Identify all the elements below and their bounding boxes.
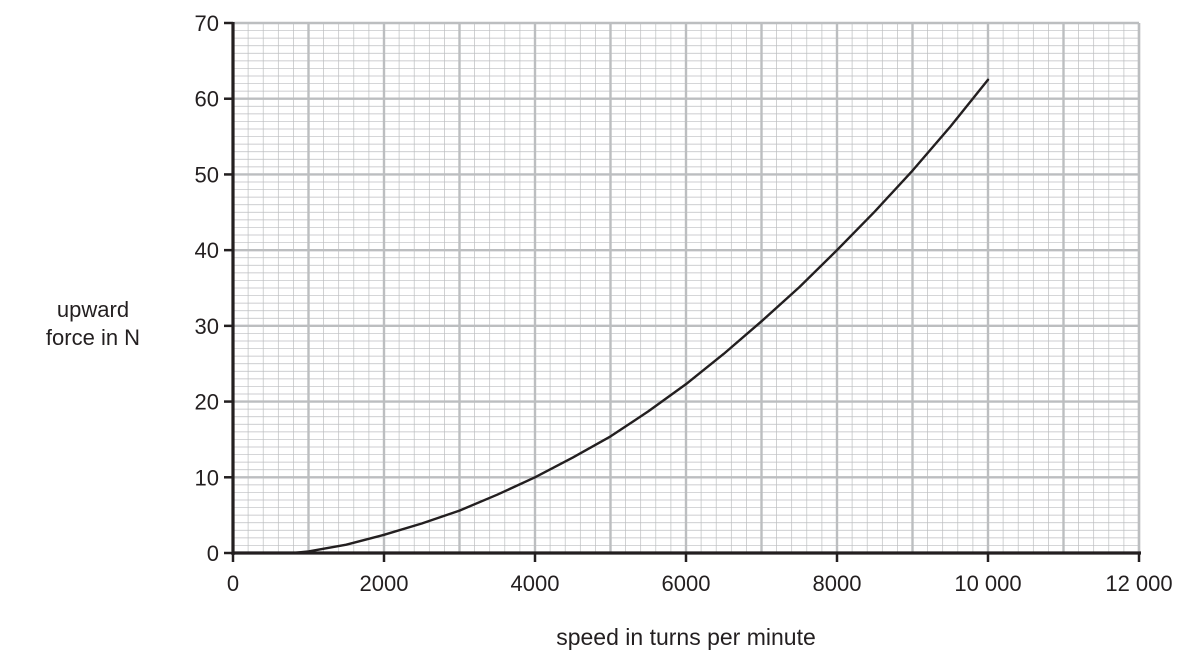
x-tick-label: 8000 xyxy=(813,571,862,596)
x-tick-label: 10 000 xyxy=(954,571,1021,596)
series-line-0 xyxy=(231,78,990,555)
series-layer xyxy=(231,78,990,555)
x-tick-label: 2000 xyxy=(360,571,409,596)
y-tick-label: 50 xyxy=(195,162,219,187)
tick-labels: 0 10 20 30 40 50 60 70 0 2000 4000 6000 8000 10 000 12… xyxy=(195,11,1173,596)
y-tick-label: 70 xyxy=(195,11,219,36)
y-tick-label: 40 xyxy=(195,238,219,263)
y-axis-label: upward force in N xyxy=(0,296,186,352)
y-tick-label: 60 xyxy=(195,87,219,112)
x-tick-label: 0 xyxy=(227,571,239,596)
y-tick-label: 30 xyxy=(195,314,219,339)
y-tick-label: 20 xyxy=(195,390,219,415)
x-tick-label: 6000 xyxy=(662,571,711,596)
x-tick-label: 4000 xyxy=(511,571,560,596)
y-axis-label-line-2: force in N xyxy=(45,325,141,350)
x-tick-label: 12 000 xyxy=(1105,571,1172,596)
y-axis-label-line-1: upward xyxy=(56,297,130,322)
axes xyxy=(224,21,1141,562)
y-tick-label: 0 xyxy=(207,541,219,566)
y-tick-label: 10 xyxy=(195,465,219,490)
x-axis-label: speed in turns per minute xyxy=(556,624,816,650)
